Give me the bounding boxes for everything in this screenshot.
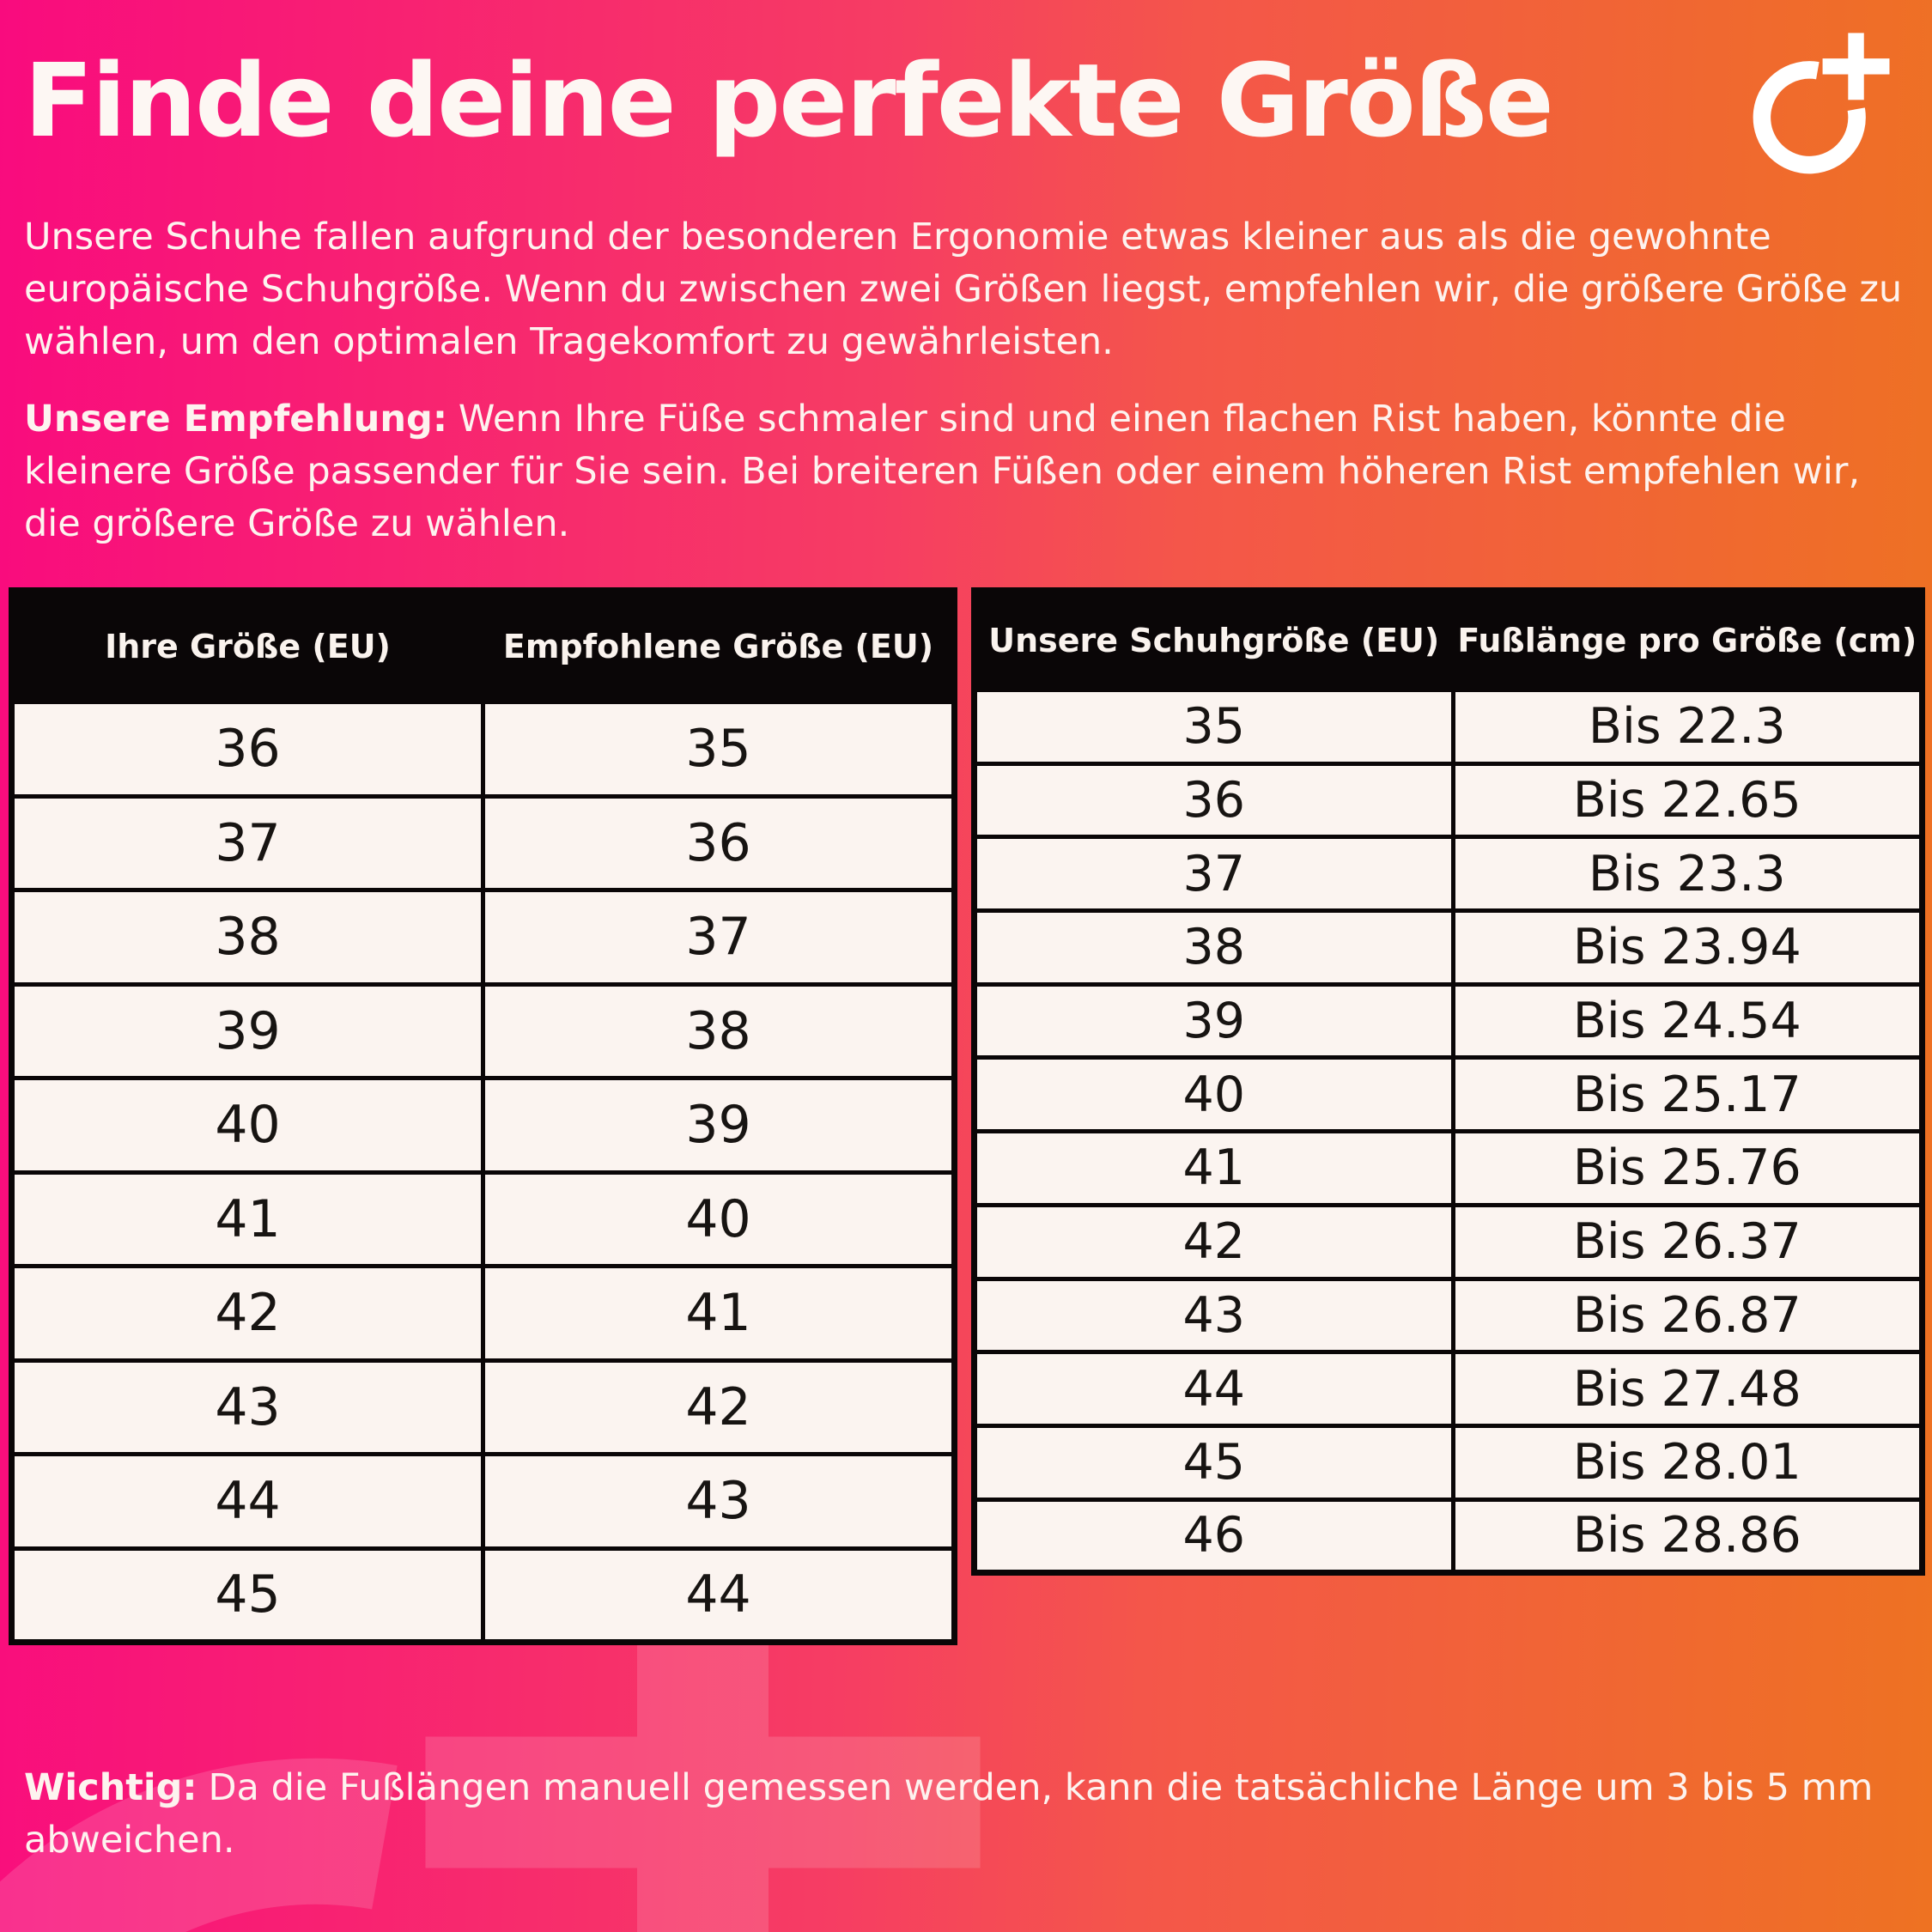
table-cell: 39 (481, 1076, 957, 1175)
important-note-label: Wichtig: (24, 1766, 197, 1809)
table-row: 36 35 (9, 700, 957, 799)
table-cell: 40 (972, 1055, 1455, 1134)
table-row: 42 Bis 26.37 (972, 1202, 1925, 1281)
column-header-our-shoe-size: Unsere Schuhgröße (EU) (972, 588, 1455, 692)
table-row: 39 38 (9, 981, 957, 1080)
table-cell: 43 (9, 1358, 485, 1456)
table-cell: Bis 27.48 (1450, 1350, 1925, 1428)
table-row: 37 Bis 23.3 (972, 835, 1925, 914)
table-cell: Bis 28.86 (1450, 1497, 1925, 1576)
table-cell: 43 (481, 1452, 957, 1551)
table-cell: 36 (9, 700, 485, 799)
table-cell: 42 (481, 1358, 957, 1456)
table-cell: 45 (9, 1546, 485, 1644)
table-cell: 41 (9, 1170, 485, 1268)
table-row: 42 41 (9, 1264, 957, 1363)
table-cell: 39 (972, 981, 1455, 1060)
table-cell: Bis 26.87 (1450, 1276, 1925, 1355)
table-row: 45 Bis 28.01 (972, 1423, 1925, 1502)
column-header-recommended-size: Empfohlene Größe (EU) (481, 588, 957, 704)
table-cell: 42 (972, 1202, 1455, 1281)
size-conversion-table: Ihre Größe (EU) Empfohlene Größe (EU) 36… (9, 587, 957, 1645)
important-note-body: Da die Fußlängen manuell gemessen werden… (24, 1766, 1874, 1862)
table-row: 46 Bis 28.86 (972, 1497, 1925, 1576)
table-row: 40 39 (9, 1076, 957, 1175)
table-row: 44 Bis 27.48 (972, 1350, 1925, 1428)
table-cell: 35 (481, 700, 957, 799)
table-cell: 40 (481, 1170, 957, 1268)
page-title: Finde deine perfekte Größe (24, 41, 1554, 160)
table-row: 36 Bis 22.65 (972, 761, 1925, 840)
table-row: 43 42 (9, 1358, 957, 1456)
table-cell: 42 (9, 1264, 485, 1363)
table-cell: Bis 23.94 (1450, 908, 1925, 987)
recommendation-body: Wenn Ihre Füße schmaler sind und einen f… (24, 398, 1861, 545)
column-header-your-size: Ihre Größe (EU) (9, 588, 485, 704)
table-cell: 39 (9, 981, 485, 1080)
table-row: 38 37 (9, 888, 957, 987)
table-row: 35 Bis 22.3 (972, 688, 1925, 766)
table-cell: 45 (972, 1423, 1455, 1502)
column-header-foot-length: Fußlänge pro Größe (cm) (1450, 588, 1925, 692)
table-row: 39 Bis 24.54 (972, 981, 1925, 1060)
table-cell: Bis 28.01 (1450, 1423, 1925, 1502)
table-cell: Bis 25.76 (1450, 1129, 1925, 1207)
table-row: 44 43 (9, 1452, 957, 1551)
table-row: 41 40 (9, 1170, 957, 1268)
table-row: 41 Bis 25.76 (972, 1129, 1925, 1207)
intro-text: Unsere Schuhe fallen aufgrund der besond… (24, 216, 1903, 363)
table-cell: 36 (481, 793, 957, 892)
table-cell: Bis 26.37 (1450, 1202, 1925, 1281)
table-cell: 43 (972, 1276, 1455, 1355)
table-cell: Bis 22.65 (1450, 761, 1925, 840)
table-cell: 44 (481, 1546, 957, 1644)
table-row: 38 Bis 23.94 (972, 908, 1925, 987)
table-cell: Bis 23.3 (1450, 835, 1925, 914)
recommendation-label: Unsere Empfehlung: (24, 398, 448, 440)
table-row: 40 Bis 25.17 (972, 1055, 1925, 1134)
table-cell: 44 (972, 1350, 1455, 1428)
table-cell: 37 (972, 835, 1455, 914)
table-cell: 36 (972, 761, 1455, 840)
table-cell: 38 (9, 888, 485, 987)
table-cell: 44 (9, 1452, 485, 1551)
table-cell: Bis 25.17 (1450, 1055, 1925, 1134)
table-cell: 38 (481, 981, 957, 1080)
table-cell: 37 (481, 888, 957, 987)
brand-logo-icon (1753, 33, 1890, 174)
table-cell: 40 (9, 1076, 485, 1175)
recommendation-text: Unsere Empfehlung: Wenn Ihre Füße schmale… (24, 393, 1909, 550)
foot-length-table: Unsere Schuhgröße (EU) Fußlänge pro Größ… (971, 587, 1925, 1577)
important-note: Wichtig: Da die Fußlängen manuell gemesse… (24, 1762, 1913, 1867)
table-cell: Bis 24.54 (1450, 981, 1925, 1060)
table-header-row: Ihre Größe (EU) Empfohlene Größe (EU) (9, 588, 957, 704)
table-cell: 35 (972, 688, 1455, 766)
table-row: 37 36 (9, 793, 957, 892)
table-cell: 41 (481, 1264, 957, 1363)
table-cell: 37 (9, 793, 485, 892)
table-row: 45 44 (9, 1546, 957, 1644)
table-row: 43 Bis 26.87 (972, 1276, 1925, 1355)
table-header-row: Unsere Schuhgröße (EU) Fußlänge pro Größ… (972, 588, 1925, 692)
table-cell: 46 (972, 1497, 1455, 1576)
table-cell: 41 (972, 1129, 1455, 1207)
table-cell: Bis 22.3 (1450, 688, 1925, 766)
table-cell: 38 (972, 908, 1455, 987)
